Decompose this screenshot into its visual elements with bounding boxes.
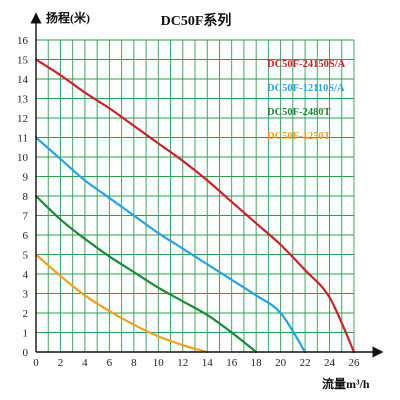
legend-entry: DC50F-12110S/A [267, 83, 345, 94]
x-tick-label: 2 [58, 357, 64, 369]
legend-entry: DC50F-2480T [267, 107, 331, 118]
x-tick-label: 0 [33, 357, 39, 369]
y-tick-label: 12 [17, 113, 28, 125]
y-tick-label: 4 [23, 269, 29, 281]
x-tick-label: 16 [226, 357, 238, 369]
y-tick-label: 10 [17, 152, 29, 164]
x-tick-label: 26 [349, 357, 361, 369]
x-tick-label: 10 [153, 357, 165, 369]
y-tick-label: 16 [17, 35, 29, 47]
x-tick-label: 20 [275, 357, 287, 369]
y-tick-label: 0 [23, 347, 29, 359]
x-tick-label: 24 [324, 357, 336, 369]
y-tick-label: 5 [23, 250, 29, 262]
series-lines [34, 58, 356, 354]
series-line [34, 253, 209, 354]
x-tick-label: 6 [107, 357, 113, 369]
x-tick-label: 8 [131, 357, 137, 369]
y-tick-label: 11 [17, 133, 28, 145]
x-axis-label: 流量m³/h [322, 376, 370, 391]
x-tick-label: 12 [177, 357, 188, 369]
chart-title: DC50F系列 [161, 12, 232, 29]
y-tick-label: 3 [23, 289, 29, 301]
series-line [34, 136, 307, 354]
y-tick-label: 15 [17, 55, 29, 67]
y-tick-label: 6 [23, 230, 29, 242]
y-tick-label: 7 [23, 211, 29, 223]
series-line [34, 58, 356, 354]
x-tick-label: 22 [300, 357, 311, 369]
series-line [34, 194, 258, 354]
y-tick-label: 8 [23, 191, 29, 203]
y-tick-label: 14 [17, 74, 29, 86]
x-tick-label: 4 [82, 357, 88, 369]
legend-entry: DC50F-1250T [267, 131, 331, 142]
legend: DC50F-24150S/A DC50F-12110S/A DC50F-2480T D… [267, 59, 346, 142]
x-tick-label: 14 [202, 357, 214, 369]
y-tick-label: 9 [23, 172, 29, 184]
legend-entry: DC50F-24150S/A [267, 59, 346, 70]
y-tick-label: 1 [23, 328, 29, 340]
x-tick-label: 18 [251, 357, 263, 369]
y-tick-label: 2 [23, 308, 29, 320]
grid [35, 39, 355, 353]
y-axis-label: 扬程(米) [46, 10, 90, 25]
y-tick-label: 13 [17, 94, 29, 106]
x-tick-labels: 0 2 4 6 8 10 12 14 16 18 20 22 24 26 [33, 357, 360, 369]
